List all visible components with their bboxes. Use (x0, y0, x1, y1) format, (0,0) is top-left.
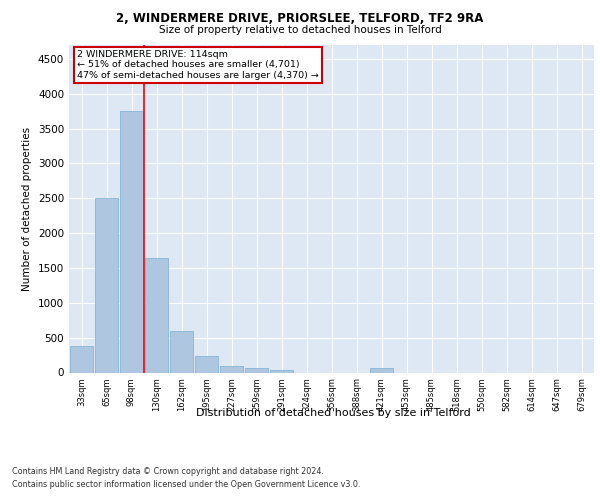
Bar (270, 370, 293, 372)
Bar (170, 330, 193, 372)
Bar (245, 368, 268, 372)
Bar (195, 356, 218, 372)
Bar (145, 258, 168, 372)
Text: Size of property relative to detached houses in Telford: Size of property relative to detached ho… (158, 25, 442, 35)
Text: Contains HM Land Registry data © Crown copyright and database right 2024.: Contains HM Land Registry data © Crown c… (12, 468, 324, 476)
Y-axis label: Number of detached properties: Number of detached properties (22, 126, 32, 291)
Bar (370, 368, 393, 372)
Bar (120, 111, 143, 372)
Bar (70, 346, 93, 372)
Text: 2 WINDERMERE DRIVE: 114sqm
← 51% of detached houses are smaller (4,701)
47% of s: 2 WINDERMERE DRIVE: 114sqm ← 51% of deta… (77, 50, 319, 80)
Text: 2, WINDERMERE DRIVE, PRIORSLEE, TELFORD, TF2 9RA: 2, WINDERMERE DRIVE, PRIORSLEE, TELFORD,… (116, 12, 484, 26)
Text: Contains public sector information licensed under the Open Government Licence v3: Contains public sector information licen… (12, 480, 361, 489)
Text: Distribution of detached houses by size in Telford: Distribution of detached houses by size … (196, 408, 470, 418)
Bar (95, 198, 118, 372)
Bar (220, 366, 243, 372)
